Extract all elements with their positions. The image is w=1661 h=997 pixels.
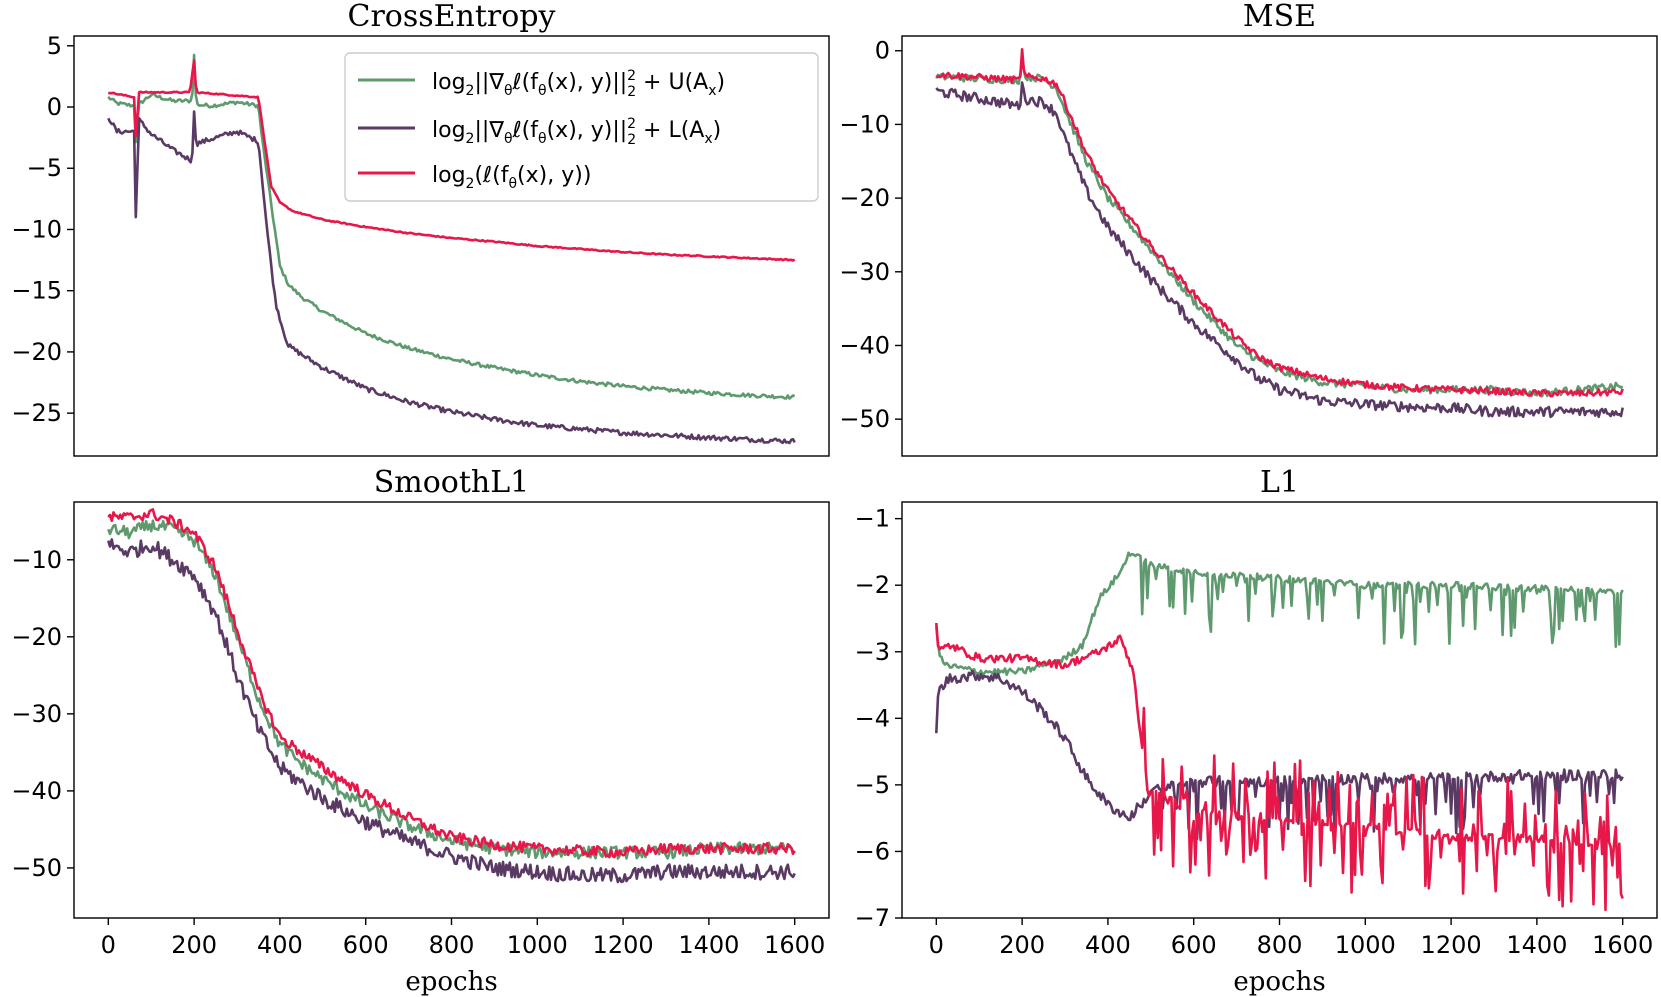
series-line-lower: [935, 81, 1624, 419]
series-line-loss: [108, 59, 796, 262]
x-tick-label: 1400: [1506, 931, 1567, 959]
x-tick-label: 800: [1257, 931, 1303, 959]
x-tick-label: 200: [999, 931, 1045, 959]
x-tick-label: 1600: [1592, 931, 1653, 959]
panel-title: SmoothL1: [374, 465, 530, 500]
panel-title: CrossEntropy: [348, 0, 556, 34]
panel-mse: MSE 0 −10 −20 −30 −40 −50: [839, 0, 1658, 457]
y-tick-label: −20: [11, 338, 62, 366]
axes-frame: [901, 501, 1658, 919]
series-line-loss: [936, 48, 1624, 398]
y-tick-label: 0: [47, 93, 62, 121]
y-tick-label: 5: [47, 32, 62, 60]
legend-entry-lower: log2||∇θℓ(fθ(x), y)||22 + L(Ax): [358, 116, 721, 148]
x-tick-label: 1200: [593, 931, 654, 959]
y-tick-label: −10: [11, 215, 62, 243]
series-line-lower: [107, 538, 796, 884]
y-tick-label: −2: [855, 571, 890, 599]
y-tick-label: −4: [855, 704, 890, 732]
legend-box: [344, 52, 819, 202]
y-tick-label: −50: [11, 854, 62, 882]
axes-frame: [73, 501, 830, 919]
axis-ticks: 0 −10 −20 −30 −40 −50: [839, 37, 902, 433]
series-line-lower: [107, 110, 796, 445]
panel-title: MSE: [1243, 0, 1316, 34]
axis-ticks: 5 0 −5 −10 −15 −20 −25: [11, 32, 74, 427]
series-line-upper: [107, 53, 796, 400]
x-tick-label: 0: [101, 931, 116, 959]
x-tick-label: 1400: [678, 931, 739, 959]
y-tick-label: −5: [855, 771, 890, 799]
y-tick-label: −50: [839, 405, 890, 433]
y-tick-label: −7: [855, 904, 890, 932]
x-tick-label: 1200: [1421, 931, 1482, 959]
x-tick-label: 1000: [1335, 931, 1396, 959]
legend-entry-loss: log2(ℓ(fθ(x), y)): [358, 163, 591, 192]
series-line-upper: [935, 551, 1624, 677]
y-tick-label: −10: [11, 546, 62, 574]
x-axis-label: epochs: [1233, 967, 1325, 997]
series-layer: [935, 48, 1624, 419]
y-tick-label: −30: [839, 258, 890, 286]
legend-label: log2||∇θℓ(fθ(x), y)||22 + L(Ax): [432, 116, 721, 148]
legend-label: log2||∇θℓ(fθ(x), y)||22 + U(Ax): [432, 68, 725, 100]
y-tick-label: −30: [11, 700, 62, 728]
series-line-upper: [107, 519, 796, 860]
series-line-loss: [935, 622, 1624, 912]
y-tick-label: −3: [855, 638, 890, 666]
y-tick-label: −20: [11, 623, 62, 651]
panel-title: L1: [1260, 465, 1299, 500]
y-tick-label: 0: [875, 37, 890, 65]
legend-label: log2(ℓ(fθ(x), y)): [432, 163, 591, 192]
series-layer: [935, 551, 1624, 912]
series-line-loss: [107, 508, 796, 859]
y-tick-label: −25: [11, 399, 62, 427]
panel-smoothl1: SmoothL1 −10 −20 −30 −40 −50 0 200 400 600 800 100…: [11, 465, 830, 997]
y-tick-label: −1: [855, 505, 890, 533]
x-axis-label: epochs: [405, 967, 497, 997]
x-tick-label: 1600: [764, 931, 825, 959]
x-tick-label: 400: [1085, 931, 1131, 959]
x-tick-label: 800: [429, 931, 475, 959]
x-tick-label: 0: [929, 931, 944, 959]
series-layer: [107, 508, 796, 884]
y-tick-label: −15: [11, 277, 62, 305]
y-tick-label: −6: [855, 837, 890, 865]
axis-ticks: −1 −2 −3 −4 −5 −6 −7 0 200 400 600 800 1000 1200 1400 1…: [855, 505, 1654, 959]
y-tick-label: −40: [839, 331, 890, 359]
series-line-upper: [935, 53, 1624, 398]
axis-ticks: −10 −20 −30 −40 −50 0 200 400 600 800 1000 1200 1400…: [11, 546, 825, 959]
y-tick-label: −40: [11, 777, 62, 805]
legend-entry-upper: log2||∇θℓ(fθ(x), y)||22 + U(Ax): [358, 68, 725, 100]
panel-l1: L1 −1 −2 −3 −4 −5 −6 −7 0 200 400 600 800 1000 1200 14…: [855, 465, 1658, 997]
series-layer: [107, 53, 796, 445]
legend: log2||∇θℓ(fθ(x), y)||22 + U(Ax) log2||∇θ…: [344, 52, 819, 202]
y-tick-label: −10: [839, 110, 890, 138]
panel-crossentropy: CrossEntropy 5 0 −5 −10 −15 −20 −25: [11, 0, 830, 457]
y-tick-label: −20: [839, 184, 890, 212]
y-tick-label: −5: [27, 154, 62, 182]
x-tick-label: 600: [1171, 931, 1217, 959]
x-tick-label: 400: [257, 931, 303, 959]
x-tick-label: 600: [343, 931, 389, 959]
axes-frame: [901, 35, 1658, 457]
x-tick-label: 200: [171, 931, 217, 959]
x-tick-label: 1000: [507, 931, 568, 959]
axes-frame: [73, 35, 830, 457]
